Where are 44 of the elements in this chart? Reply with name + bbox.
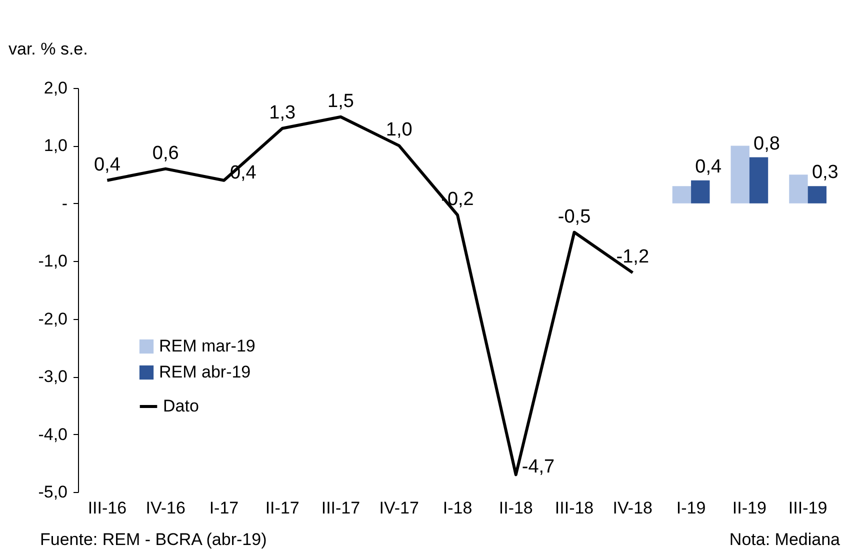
data-label: -0,5 [558,206,591,228]
bar [730,146,750,204]
x-tick-label: IV-18 [612,498,653,518]
x-tick-label: III-18 [554,498,594,518]
bar [691,180,710,204]
y-tick-label: -3,0 [38,367,68,386]
data-label: 1,5 [328,90,354,112]
y-tick-label: -4,0 [38,424,68,444]
y-tick-label: 1,0 [44,136,68,156]
data-label: 1,0 [386,120,412,141]
text: Nota: Mediana [729,530,840,550]
data-label: 0,4 [94,154,121,176]
x-tick-label: III-19 [788,498,828,518]
x-tick-label: II-18 [498,498,533,518]
data-label: -1,2 [616,246,650,268]
x-tick-label: IV-16 [146,498,186,518]
x-tick-label: II-17 [265,498,300,518]
x-tick-label: I-19 [676,498,706,518]
y-tick-label: - [62,194,68,213]
y-tick-label: 2,0 [44,78,68,98]
data-label: 0,6 [152,142,179,164]
x-tick-label: II-19 [732,498,766,518]
bar [808,186,826,204]
y-tick-label: -5,0 [38,482,68,502]
bar [749,157,768,204]
x-tick-label: IV-17 [379,498,419,518]
data-label: -4,7 [522,456,555,478]
data-label: 0,8 [754,133,780,154]
x-tick-label: III-17 [321,498,360,518]
data-label: 0,3 [812,162,838,184]
y-tick-label: -1,0 [38,252,68,271]
x-tick-label: I-17 [209,498,239,518]
x-tick-label: I-18 [442,498,472,518]
y-axis-title: var. % s.e. [8,40,88,58]
data-label: 1,3 [269,102,296,124]
x-tick-label: III-16 [88,498,127,518]
y-tick-label: -2,0 [38,309,68,328]
legend-label: REM mar-19 [159,336,256,356]
data-label: 0,4 [695,156,722,178]
source-note: Fuente: REM - BCRA (abr-19) [40,530,267,550]
legend-label: REM abr-19 [159,362,251,382]
bar [789,174,808,204]
bar [672,186,692,204]
legend-label: Dato [163,396,199,416]
